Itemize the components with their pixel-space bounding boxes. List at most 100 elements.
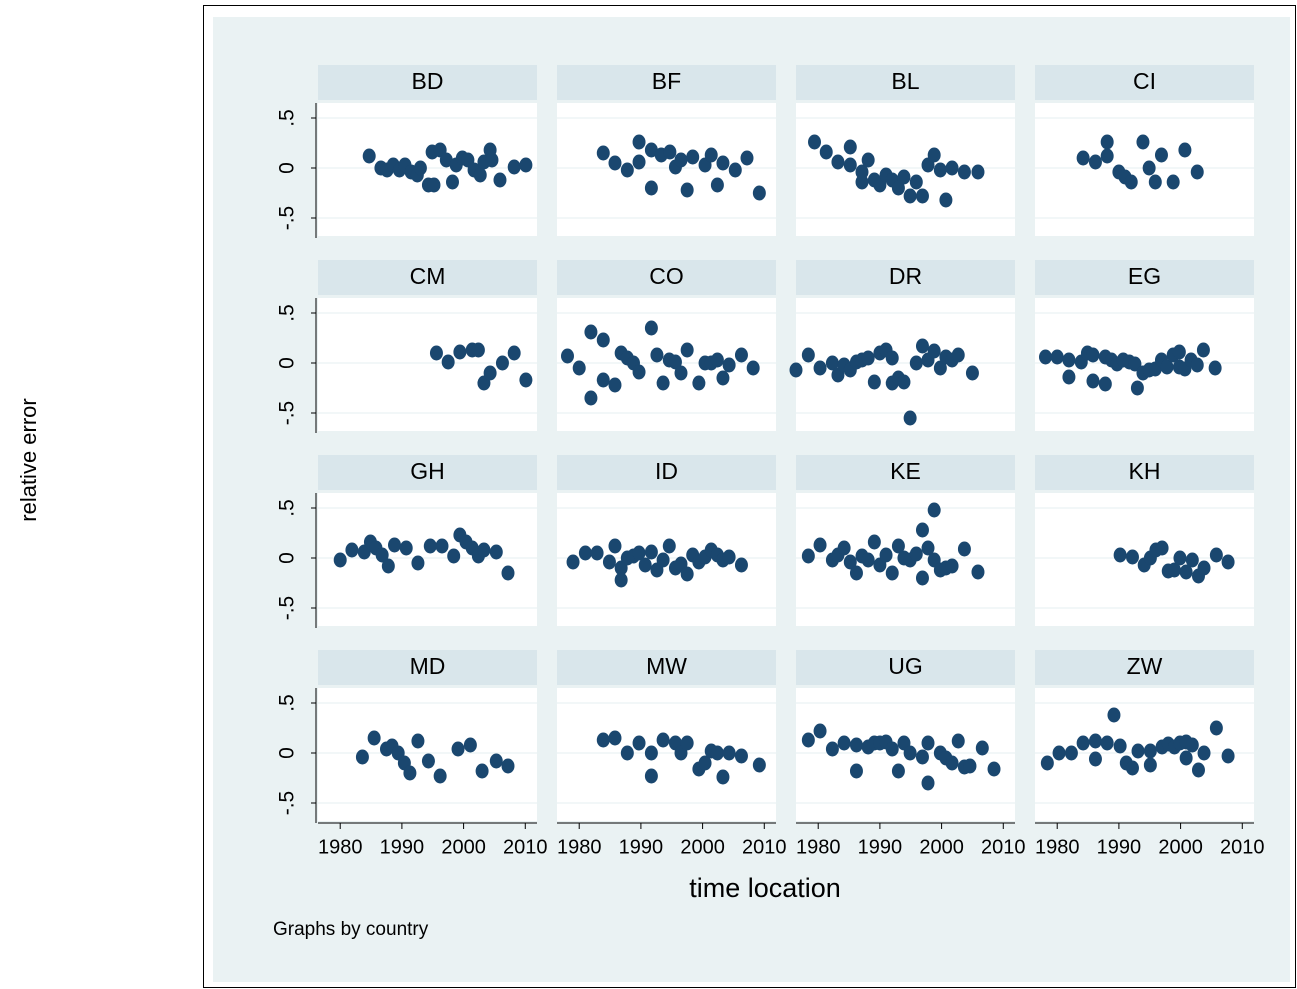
point [945,558,959,574]
point [843,139,857,155]
point [614,572,628,588]
point [1088,154,1102,170]
point [345,542,359,558]
point [1142,160,1156,176]
point [632,545,646,561]
point [734,748,748,764]
point [560,348,574,364]
y-tick-label: 0 [276,162,299,174]
panel-title: DR [889,263,922,289]
point [710,177,724,193]
point [387,537,401,553]
point [411,555,425,571]
point [855,174,869,190]
x-axis-title: time location [689,873,841,903]
x-tick-label: 1990 [380,836,425,858]
y-tick-label: -.5 [276,791,299,816]
point [471,342,485,358]
point [825,355,839,371]
point [1086,373,1100,389]
point [801,732,815,748]
point [632,735,646,751]
point [1221,554,1235,570]
point [728,162,742,178]
y-axis-title: relative error [16,398,41,521]
y-tick-label: 0 [276,552,299,564]
point [578,545,592,561]
point [1143,743,1157,759]
point [680,182,694,198]
point [945,755,959,771]
point [355,749,369,765]
point [1179,750,1193,766]
point [704,147,718,163]
strip [1035,650,1254,685]
strip [1035,260,1254,295]
point [483,365,497,381]
point [813,723,827,739]
point [843,554,857,570]
point [1062,352,1076,368]
point [1173,550,1187,566]
point [897,374,911,390]
x-tick-label: 1980 [557,836,602,858]
point [435,538,449,554]
point [441,354,455,370]
point [493,172,507,188]
point [885,350,899,366]
point [951,347,965,363]
point [566,554,580,570]
point [644,745,658,761]
y-tick-label: .5 [276,304,299,322]
point [1062,369,1076,385]
point [608,155,622,171]
panel-title: ZW [1127,653,1163,679]
panel-title: MW [646,653,687,679]
point [1190,357,1204,373]
point [1160,359,1174,375]
point [632,134,646,150]
point [1208,360,1222,376]
point [644,768,658,784]
panel-title: UG [888,653,923,679]
point [957,541,971,557]
point [1131,743,1145,759]
point [1050,349,1064,365]
point [632,154,646,170]
point [584,324,598,340]
y-tick-label: .5 [276,109,299,127]
strip [557,650,776,685]
point [433,768,447,784]
strip [318,65,537,100]
point [740,150,754,166]
point [849,737,863,753]
point [837,735,851,751]
point [963,758,977,774]
point [1113,738,1127,754]
panel-title: EG [1128,263,1161,289]
strip [318,260,537,295]
point [1148,174,1162,190]
point [1086,347,1100,363]
point [921,775,935,791]
point [608,538,622,554]
point [507,345,521,361]
point [752,185,766,201]
panel-title: ID [655,458,678,484]
panel-title: CI [1133,68,1156,94]
point [680,566,694,582]
point [909,355,923,371]
point [837,540,851,556]
point [519,372,533,388]
point [656,552,670,568]
point [333,552,347,568]
x-tick-label: 1980 [1035,836,1080,858]
point [439,152,453,168]
point [1076,150,1090,166]
point [885,741,899,757]
point [971,564,985,580]
strip [796,260,1015,295]
point [915,522,929,538]
